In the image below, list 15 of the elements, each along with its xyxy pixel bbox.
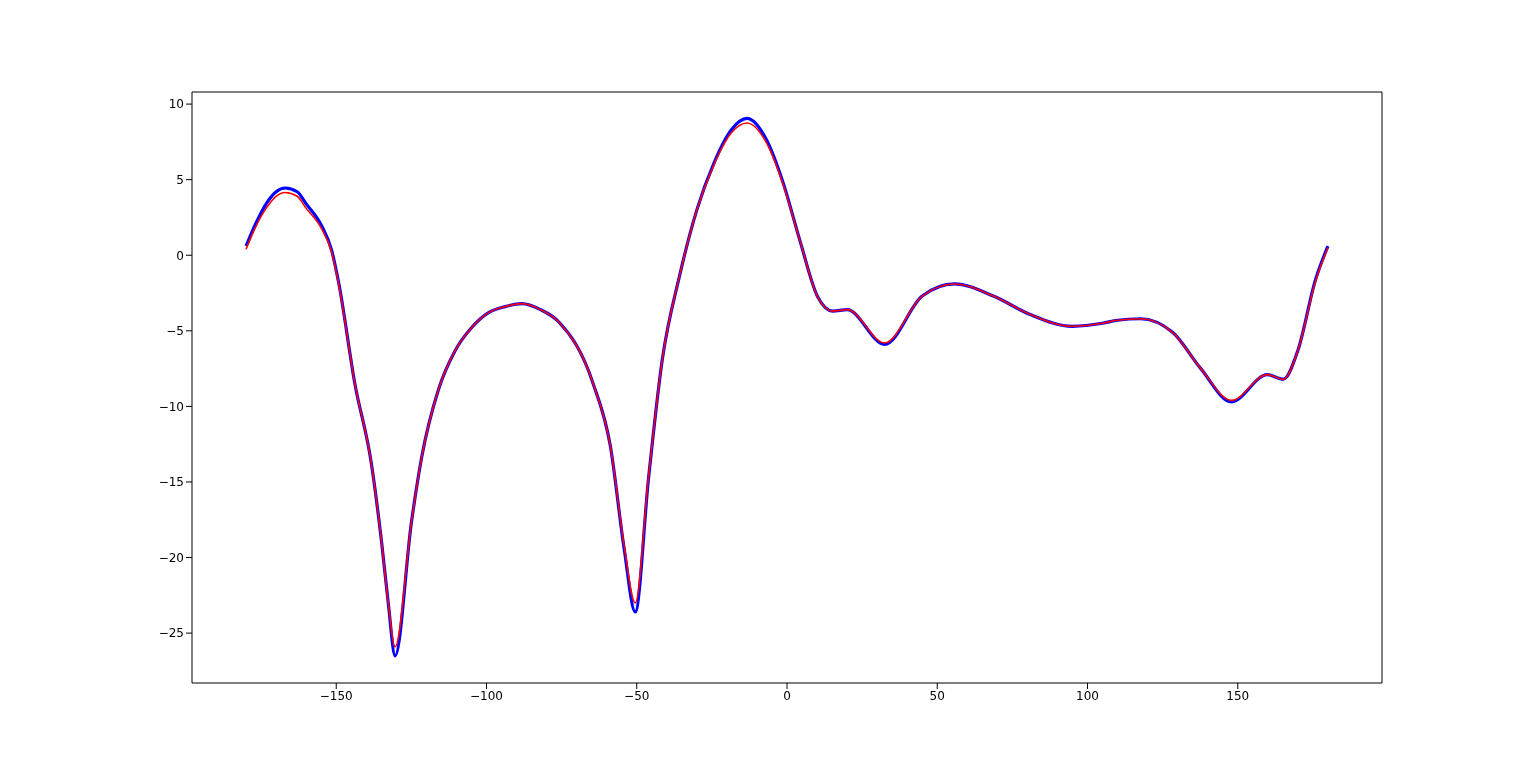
x-tick-label: −150: [319, 688, 353, 703]
y-tick-label: 10: [168, 97, 184, 112]
y-tick-label: 5: [176, 172, 184, 187]
x-tick-label: −100: [470, 688, 503, 703]
x-tick-label: 100: [1076, 688, 1099, 703]
y-tick-label: −5: [166, 324, 184, 339]
x-tick-label: 0: [783, 688, 791, 703]
y-tick-label: −15: [158, 475, 184, 490]
y-tick-label: 0: [176, 248, 184, 263]
y-tick-label: −20: [158, 550, 184, 565]
y-tick-label: −10: [158, 399, 184, 414]
x-tick-label: 50: [929, 688, 945, 703]
x-tick-label: 150: [1226, 688, 1250, 703]
y-tick-label: −25: [158, 626, 184, 641]
x-tick-label: −50: [624, 688, 650, 703]
